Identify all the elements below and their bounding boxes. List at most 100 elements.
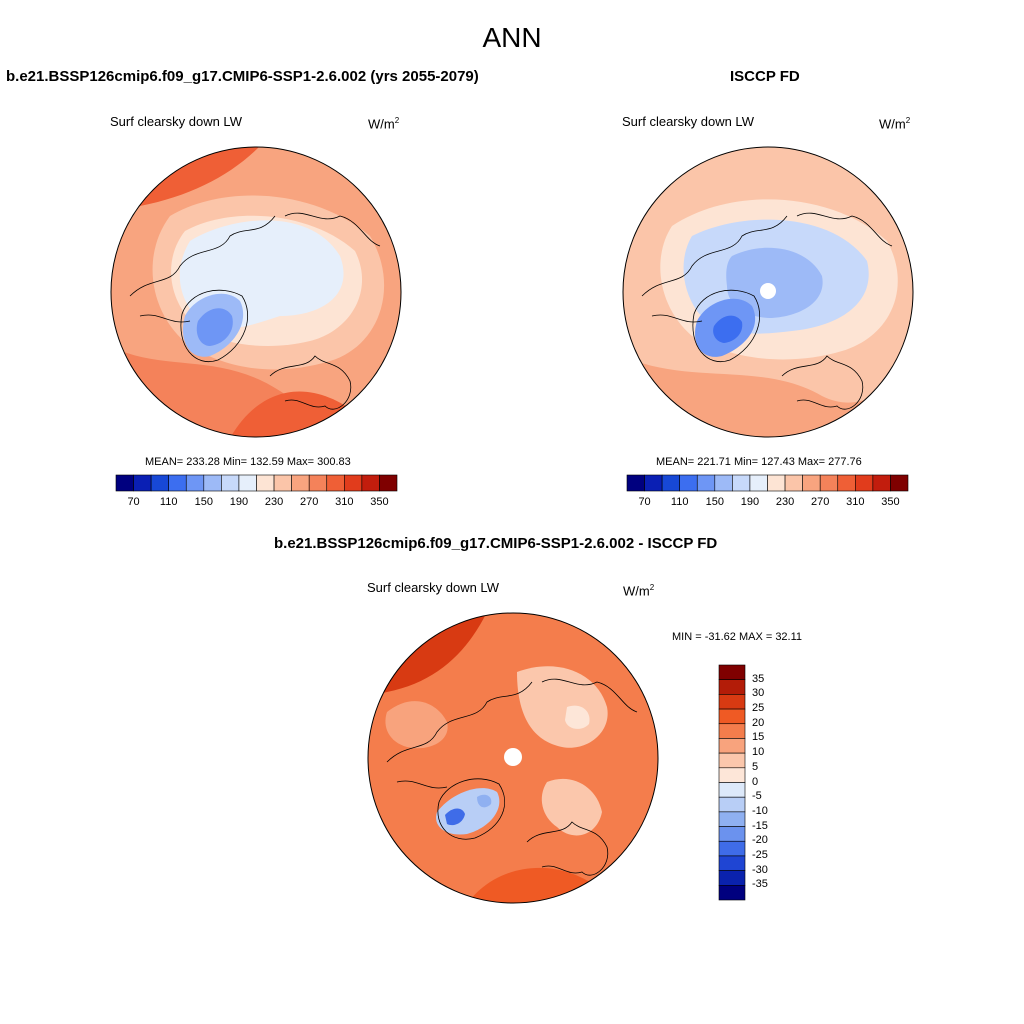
colorbar-tick-label: 190 — [229, 496, 249, 508]
colorbar-tick-label: -35 — [752, 878, 768, 891]
left-colorbar — [115, 474, 398, 492]
left-map-coast-na — [129, 212, 381, 323]
colorbar-tick-label: 150 — [705, 496, 724, 508]
colorbar-swatch — [718, 738, 746, 754]
colorbar-swatch — [221, 474, 240, 492]
colorbar-swatch — [718, 723, 746, 739]
right-map-coast-na — [641, 212, 893, 323]
colorbar-tick-label: 230 — [264, 496, 284, 508]
colorbar-swatch — [133, 474, 152, 492]
diff-panel-title: b.e21.BSSP126cmip6.f09_g17.CMIP6-SSP1-2.… — [274, 535, 718, 552]
right-panel-title: ISCCP FD — [730, 68, 800, 85]
colorbar-swatch — [718, 840, 746, 857]
colorbar-swatch — [718, 885, 746, 901]
colorbar-swatch — [718, 796, 746, 813]
colorbar-tick-label: 15 — [752, 731, 765, 744]
left-panel-variable: Surf clearsky down LW — [110, 114, 242, 129]
colorbar-tick-label: 350 — [370, 496, 389, 508]
colorbar-tick-label: 30 — [752, 687, 765, 700]
colorbar-tick-label: 310 — [846, 496, 865, 508]
colorbar-swatch — [344, 474, 363, 492]
colorbar-swatch — [679, 474, 698, 492]
colorbar-swatch — [308, 474, 328, 492]
diff-map-colder-greenland — [445, 808, 465, 826]
diff-stats: MIN = -31.62 MAX = 32.11 — [672, 631, 803, 643]
colorbar-swatch — [718, 826, 746, 842]
colorbar-swatch — [890, 474, 909, 492]
diff-map-pale-patch — [565, 705, 590, 729]
colorbar-swatch — [855, 474, 874, 492]
diff-map-light-patch-1 — [385, 701, 448, 749]
diff-map-light-patch-3 — [541, 778, 602, 836]
diff-panel-units: W/m2 — [623, 583, 655, 599]
colorbar-tick-label: 10 — [752, 746, 765, 759]
colorbar-swatch — [718, 694, 746, 710]
colorbar-tick-label: 190 — [740, 496, 760, 508]
left-stats: MEAN= 233.28 Min= 132.59 Max= 300.83 — [145, 456, 351, 468]
right-colorbar — [626, 474, 909, 492]
diff-map-light-patch-2 — [517, 666, 608, 748]
colorbar-swatch — [819, 474, 839, 492]
colorbar-tick-label: -10 — [752, 804, 768, 817]
colorbar-tick-label: 70 — [638, 496, 651, 508]
colorbar-tick-label: -15 — [752, 819, 768, 832]
colorbar-tick-label: 230 — [775, 496, 795, 508]
colorbar-tick-label: 35 — [752, 672, 765, 685]
colorbar-tick-label: -5 — [752, 790, 762, 803]
colorbar-swatch — [767, 474, 786, 492]
colorbar-swatch — [718, 679, 746, 695]
colorbar-swatch — [714, 474, 733, 492]
colorbar-swatch — [784, 474, 803, 492]
colorbar-tick-label: 110 — [670, 496, 689, 508]
diff-map-coast-na — [386, 678, 638, 789]
colorbar-tick-label: -20 — [752, 834, 768, 847]
colorbar-tick-label: -30 — [752, 863, 768, 876]
colorbar-tick-label: 310 — [335, 496, 354, 508]
right-map-pole-hole — [760, 283, 776, 299]
colorbar-swatch — [718, 752, 746, 769]
colorbar-swatch — [115, 474, 134, 492]
colorbar-swatch — [718, 782, 746, 798]
left-colorbar-ticks: 70 110 150 190 230 270 310 350 — [116, 496, 397, 510]
colorbar-tick-label: 270 — [811, 496, 830, 508]
colorbar-swatch — [718, 664, 746, 680]
right-colorbar-ticks: 70 110 150 190 230 270 310 350 — [627, 496, 908, 510]
colorbar-tick-label: 20 — [752, 716, 765, 729]
colorbar-tick-label: 70 — [127, 496, 140, 508]
colorbar-swatch — [718, 767, 746, 783]
right-map-core-greenland — [713, 315, 743, 343]
left-panel-units: W/m2 — [368, 116, 400, 132]
colorbar-swatch — [238, 474, 257, 492]
colorbar-swatch — [150, 474, 169, 492]
diff-map-coast-europe — [526, 821, 609, 876]
diff-colorbar-ticks: 35 30 25 20 15 10 5 0 -5 -10 -15 -20 -25 -30 -35 — [750, 665, 790, 900]
right-map — [622, 146, 914, 438]
diff-map — [367, 612, 659, 904]
right-map-colder-core — [726, 247, 823, 318]
colorbar-swatch — [379, 474, 398, 492]
colorbar-tick-label: 270 — [300, 496, 319, 508]
colorbar-swatch — [185, 474, 205, 492]
left-map-coast-europe — [269, 355, 352, 410]
colorbar-swatch — [168, 474, 187, 492]
diff-colorbar — [718, 664, 746, 901]
colorbar-swatch — [872, 474, 891, 492]
colorbar-swatch — [256, 474, 275, 492]
left-map-core-greenland — [196, 308, 233, 346]
colorbar-tick-label: 5 — [752, 760, 759, 773]
colorbar-tick-label: 350 — [881, 496, 900, 508]
colorbar-swatch — [203, 474, 222, 492]
colorbar-swatch — [661, 474, 680, 492]
colorbar-swatch — [837, 474, 856, 492]
right-map-coast-greenland — [692, 289, 761, 362]
colorbar-swatch — [326, 474, 345, 492]
colorbar-swatch — [749, 474, 768, 492]
colorbar-tick-label: 0 — [752, 775, 759, 788]
colorbar-swatch — [696, 474, 716, 492]
diff-panel-variable: Surf clearsky down LW — [367, 580, 499, 595]
right-panel-variable: Surf clearsky down LW — [622, 114, 754, 129]
figure-title: ANN — [482, 22, 542, 53]
colorbar-swatch — [361, 474, 380, 492]
colorbar-swatch — [291, 474, 310, 492]
left-map-coast-greenland — [180, 289, 249, 362]
